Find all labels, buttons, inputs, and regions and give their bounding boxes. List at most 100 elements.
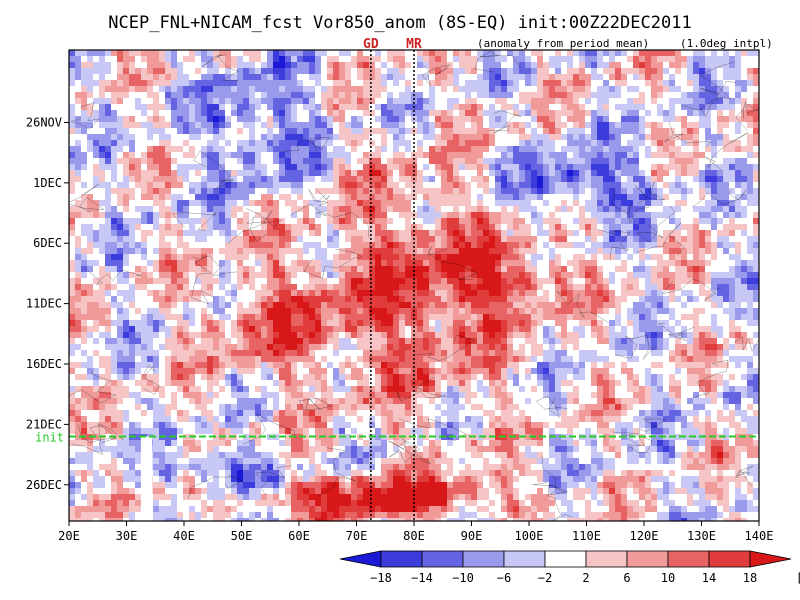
heatmap-cell [321, 122, 327, 128]
heatmap-cell [705, 230, 711, 236]
heatmap-cell [531, 212, 537, 218]
heatmap-cell [717, 110, 723, 116]
heatmap-cell [555, 284, 561, 290]
heatmap-cell [753, 152, 759, 158]
heatmap-cell [267, 140, 273, 146]
heatmap-cell [411, 254, 417, 260]
heatmap-cell [291, 206, 297, 212]
heatmap-cell [195, 290, 201, 296]
heatmap-cell [351, 56, 357, 62]
heatmap-cell [531, 236, 537, 242]
heatmap-cell [81, 350, 87, 356]
heatmap-cell [375, 92, 381, 98]
heatmap-cell [741, 212, 747, 218]
heatmap-cell [255, 326, 261, 332]
heatmap-cell [627, 290, 633, 296]
heatmap-cell [693, 140, 699, 146]
heatmap-cell [279, 98, 285, 104]
heatmap-cell [363, 158, 369, 164]
heatmap-cell [621, 68, 627, 74]
heatmap-cell [135, 80, 141, 86]
heatmap-cell [309, 314, 315, 320]
heatmap-cell [249, 140, 255, 146]
heatmap-cell [441, 362, 447, 368]
heatmap-cell [741, 188, 747, 194]
heatmap-cell [237, 62, 243, 68]
heatmap-cell [477, 314, 483, 320]
heatmap-cell [459, 116, 465, 122]
heatmap-cell [513, 230, 519, 236]
heatmap-cell [183, 218, 189, 224]
heatmap-cell [87, 296, 93, 302]
heatmap-cell [489, 326, 495, 332]
heatmap-cell [699, 350, 705, 356]
heatmap-cell [105, 182, 111, 188]
heatmap-cell [321, 128, 327, 134]
heatmap-cell [567, 170, 573, 176]
heatmap-cell [651, 350, 657, 356]
heatmap-cell [243, 212, 249, 218]
heatmap-cell [747, 362, 753, 368]
heatmap-cell [297, 194, 303, 200]
heatmap-cell [531, 278, 537, 284]
heatmap-cell [87, 50, 93, 56]
heatmap-cell [369, 62, 375, 68]
heatmap-cell [183, 242, 189, 248]
heatmap-cell [447, 212, 453, 218]
heatmap-cell [747, 338, 753, 344]
heatmap-cell [537, 74, 543, 80]
heatmap-cell [213, 68, 219, 74]
heatmap-cell [681, 248, 687, 254]
heatmap-cell [645, 146, 651, 152]
heatmap-cell [345, 62, 351, 68]
heatmap-cell [693, 362, 699, 368]
heatmap-cell [309, 356, 315, 362]
heatmap-cell [423, 308, 429, 314]
heatmap-cell [633, 146, 639, 152]
heatmap-cell [345, 254, 351, 260]
heatmap-cell [495, 242, 501, 248]
heatmap-cell [459, 158, 465, 164]
heatmap-cell [99, 92, 105, 98]
heatmap-cell [381, 128, 387, 134]
heatmap-cell [417, 140, 423, 146]
heatmap-cell [567, 332, 573, 338]
heatmap-cell [753, 176, 759, 182]
heatmap-cell [381, 170, 387, 176]
heatmap-cell [633, 218, 639, 224]
heatmap-cell [213, 224, 219, 230]
heatmap-cell [141, 284, 147, 290]
heatmap-cell [243, 338, 249, 344]
heatmap-cell [753, 200, 759, 206]
heatmap-cell [477, 302, 483, 308]
heatmap-cell [111, 164, 117, 170]
heatmap-cell [159, 308, 165, 314]
heatmap-cell [171, 200, 177, 206]
heatmap-cell [495, 224, 501, 230]
heatmap-cell [627, 218, 633, 224]
heatmap-cell [705, 236, 711, 242]
heatmap-cell [513, 68, 519, 74]
heatmap-cell [225, 338, 231, 344]
heatmap-cell [75, 164, 81, 170]
heatmap-cell [651, 320, 657, 326]
heatmap-cell [633, 74, 639, 80]
heatmap-cell [699, 338, 705, 344]
heatmap-cell [687, 290, 693, 296]
heatmap-cell [357, 194, 363, 200]
heatmap-cell [729, 356, 735, 362]
heatmap-cell [615, 230, 621, 236]
heatmap-cell [213, 176, 219, 182]
heatmap-cell [291, 146, 297, 152]
heatmap-cell [309, 278, 315, 284]
heatmap-cell [105, 368, 111, 374]
heatmap-cell [531, 110, 537, 116]
heatmap-cell [735, 200, 741, 206]
heatmap-cell [681, 224, 687, 230]
heatmap-cell [675, 278, 681, 284]
heatmap-cell [135, 68, 141, 74]
heatmap-cell [141, 80, 147, 86]
heatmap-cell [711, 164, 717, 170]
heatmap-cell [363, 302, 369, 308]
heatmap-cell [543, 350, 549, 356]
